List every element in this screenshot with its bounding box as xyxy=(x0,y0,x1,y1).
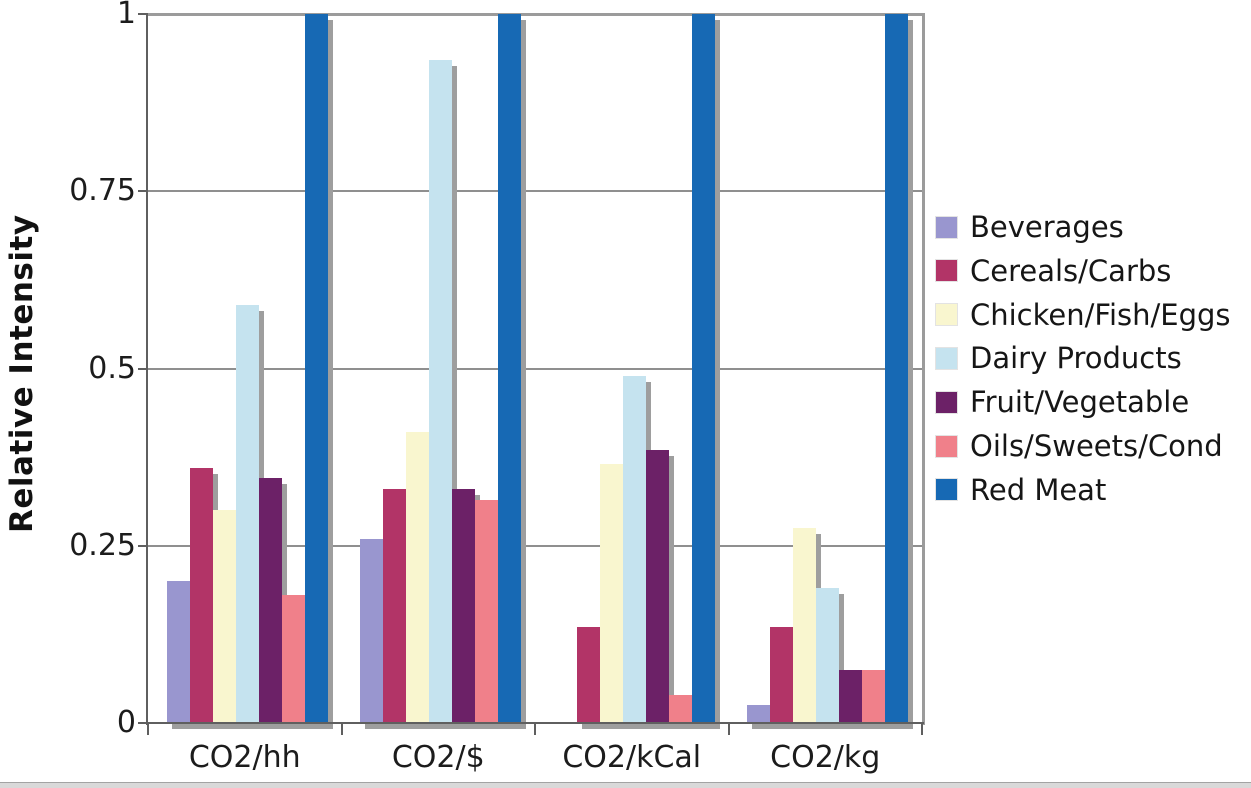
legend-item: Red Meat xyxy=(935,472,1107,507)
legend-label: Cereals/Carbs xyxy=(970,253,1172,288)
bar-beverages xyxy=(747,705,770,723)
x-tick-mark xyxy=(340,723,343,735)
y-tick-mark xyxy=(138,544,148,547)
y-tick-label: 0.5 xyxy=(88,350,136,386)
bar-fruit-vegetable xyxy=(645,450,669,723)
gridline xyxy=(148,544,922,547)
legend-label: Dairy Products xyxy=(970,341,1182,376)
legend-item: Fruit/Vegetable xyxy=(935,385,1190,420)
x-axis-label: CO2/hh xyxy=(188,740,301,775)
bar-chicken-fish-eggs xyxy=(599,464,623,723)
bar-chicken-fish-eggs xyxy=(212,510,236,723)
legend-item: Dairy Products xyxy=(935,341,1182,376)
bar-cereals-carbs xyxy=(189,467,213,723)
gridline xyxy=(148,367,922,370)
bar-red-meat xyxy=(885,14,908,723)
bar-cereals-carbs xyxy=(383,489,406,723)
bar-dairy-products xyxy=(429,60,452,723)
y-axis-line xyxy=(146,14,148,725)
window-bottom-edge xyxy=(0,782,1251,788)
legend-label: Beverages xyxy=(970,210,1124,244)
gridline xyxy=(148,190,922,193)
y-tick-mark xyxy=(138,190,148,193)
x-tick-mark xyxy=(921,723,923,735)
bar-beverages xyxy=(166,581,190,723)
y-tick-label: 0.75 xyxy=(69,173,136,209)
x-tick-mark xyxy=(534,723,536,735)
legend-label: Chicken/Fish/Eggs xyxy=(970,297,1231,332)
y-tick-mark xyxy=(138,722,148,724)
bar-red-meat xyxy=(304,14,328,723)
y-tick-label: 1 xyxy=(116,0,136,31)
bar-cereals-carbs xyxy=(576,627,600,723)
bar-dairy-products xyxy=(816,588,839,723)
bar-oils-sweets-cond xyxy=(862,669,885,723)
legend-label: Fruit/Vegetable xyxy=(970,385,1190,420)
plot-frame-right xyxy=(922,13,925,725)
y-tick-mark xyxy=(138,367,148,370)
bar-oils-sweets-cond xyxy=(475,499,498,723)
bar-red-meat xyxy=(498,14,521,723)
bar-chicken-fish-eggs xyxy=(406,432,429,723)
legend-label: Oils/Sweets/Cond xyxy=(970,429,1223,463)
legend-item: Beverages xyxy=(935,210,1124,244)
bar-cereals-carbs xyxy=(770,627,793,723)
x-axis-line xyxy=(138,722,924,724)
y-tick-label: 0 xyxy=(116,705,136,740)
legend-swatch xyxy=(935,303,958,327)
legend-swatch xyxy=(935,259,958,283)
legend-item: Chicken/Fish/Eggs xyxy=(935,297,1231,332)
bar-dairy-products xyxy=(622,375,646,723)
bar-dairy-products xyxy=(235,304,259,723)
legend-label: Red Meat xyxy=(970,472,1107,507)
bar-oils-sweets-cond xyxy=(668,694,692,723)
legend-item: Oils/Sweets/Cond xyxy=(935,429,1223,463)
x-axis-label: CO2/$ xyxy=(391,740,485,775)
legend-swatch xyxy=(935,434,958,458)
x-axis-label: CO2/kCal xyxy=(562,740,702,775)
y-tick-mark xyxy=(138,13,148,15)
plot-frame-top xyxy=(148,13,925,16)
x-tick-mark xyxy=(147,723,149,735)
legend-swatch xyxy=(935,478,958,502)
legend-swatch xyxy=(935,390,958,414)
bar-fruit-vegetable xyxy=(839,669,862,723)
bar-red-meat xyxy=(691,14,715,723)
x-axis-label: CO2/kg xyxy=(770,740,881,775)
bar-fruit-vegetable xyxy=(258,478,282,723)
legend-swatch xyxy=(935,346,958,370)
bar-chicken-fish-eggs xyxy=(793,528,816,723)
legend-swatch xyxy=(935,215,958,239)
bar-beverages xyxy=(360,538,383,723)
bar-fruit-vegetable xyxy=(452,489,475,723)
bar-oils-sweets-cond xyxy=(281,595,305,723)
y-tick-label: 0.25 xyxy=(69,527,136,563)
x-tick-mark xyxy=(727,723,730,735)
legend-item: Cereals/Carbs xyxy=(935,253,1172,288)
